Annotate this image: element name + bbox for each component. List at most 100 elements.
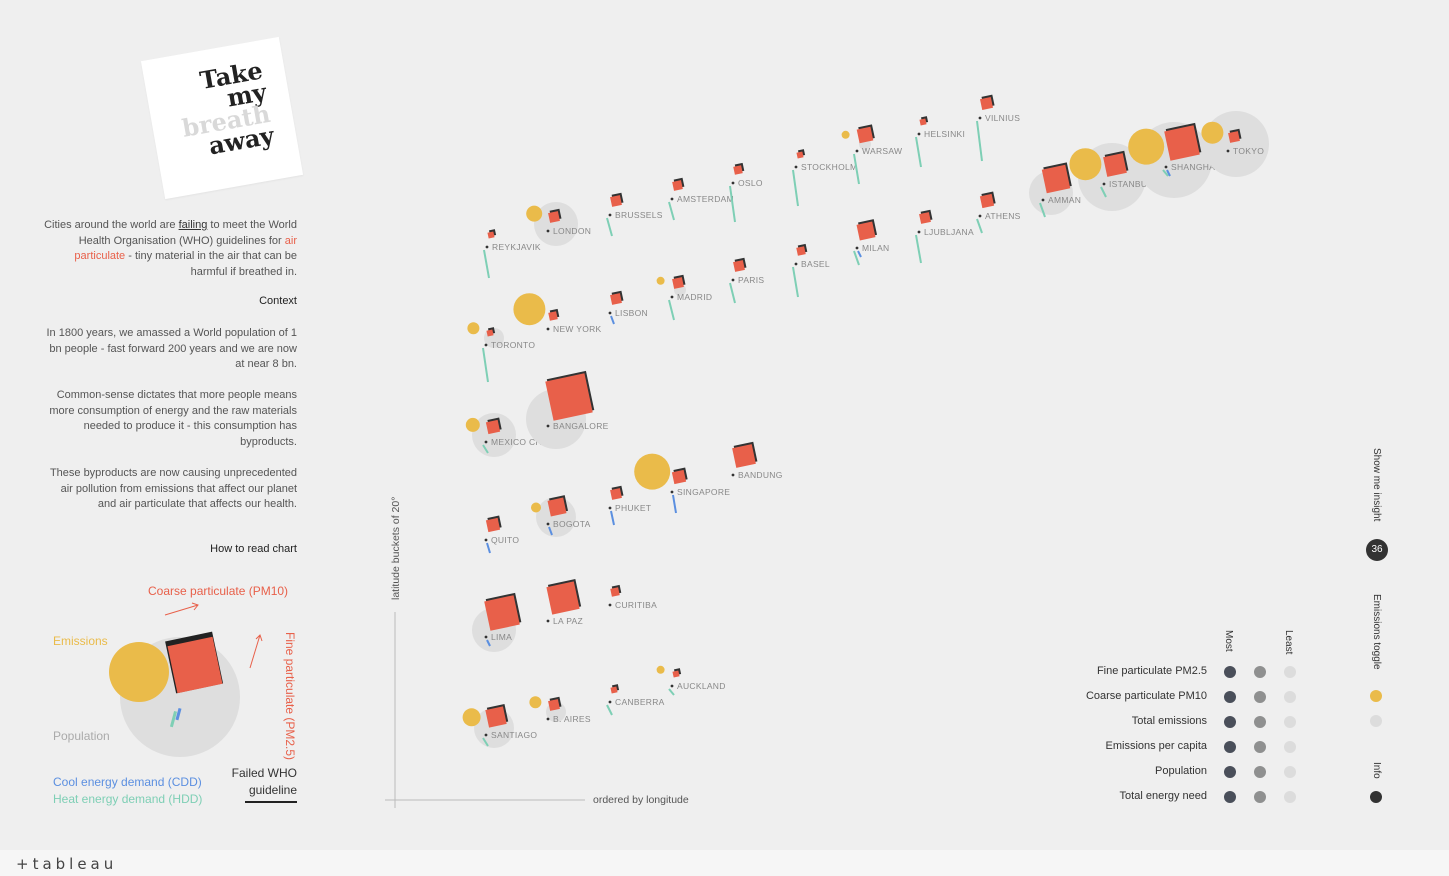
city-marker <box>917 132 921 136</box>
mid-dot[interactable] <box>1254 741 1266 753</box>
coarse-particulate-square <box>1103 153 1127 177</box>
least-dot[interactable] <box>1284 766 1296 778</box>
control-row-label: Emissions per capita <box>1105 740 1208 752</box>
emissions-circle <box>529 696 542 709</box>
intro-paragraph-3: Common-sense dictates that more people m… <box>49 389 297 448</box>
hdd-bar <box>482 444 489 454</box>
control-row-label: Population <box>1155 765 1207 777</box>
legend-population-label: Population <box>53 729 110 743</box>
coarse-particulate-square <box>485 517 501 533</box>
control-row-label: Total emissions <box>1131 715 1207 727</box>
most-dot[interactable] <box>1224 766 1236 778</box>
hdd-bar <box>668 201 675 221</box>
info-button[interactable] <box>1370 791 1382 803</box>
most-dot[interactable] <box>1224 666 1236 678</box>
mid-dot[interactable] <box>1254 666 1266 678</box>
city-marker <box>608 506 612 510</box>
hdd-bar <box>915 234 922 264</box>
cdd-bar <box>610 315 615 325</box>
least-dot[interactable] <box>1284 666 1296 678</box>
city-label: B. AIRES <box>553 714 591 724</box>
city-marker <box>484 538 488 542</box>
city-label: WARSAW <box>862 146 902 156</box>
hdd-bar <box>729 282 736 304</box>
hdd-bar <box>482 347 489 383</box>
how-to-read-heading: How to read chart <box>210 543 297 555</box>
coarse-particulate-square <box>610 488 622 500</box>
legend-fine-label: Fine particulate (PM2.5) <box>283 632 297 761</box>
city-marker <box>608 213 612 217</box>
insight-count-badge[interactable]: 36 <box>1366 539 1388 561</box>
hdd-bar <box>668 688 675 696</box>
city-label: BANDUNG <box>738 470 783 480</box>
emissions-toggle-on[interactable] <box>1370 690 1382 702</box>
hdd-bar <box>483 249 490 279</box>
city-marker <box>731 181 735 185</box>
most-dot[interactable] <box>1224 791 1236 803</box>
city-marker <box>670 295 674 299</box>
mid-dot[interactable] <box>1254 766 1266 778</box>
city-label: MEXICO CITY <box>491 437 550 447</box>
cdd-bar <box>548 526 553 536</box>
hdd-bar <box>1039 202 1046 218</box>
city-label: AUCKLAND <box>677 681 726 691</box>
coarse-particulate-square <box>979 96 994 111</box>
tableau-logo[interactable]: +tableau <box>16 855 118 873</box>
city-label: SANTIAGO <box>491 730 537 740</box>
hdd-bar <box>606 217 613 237</box>
emissions-circle <box>1201 121 1224 144</box>
least-dot[interactable] <box>1284 716 1296 728</box>
cdd-bar <box>672 494 677 514</box>
most-dot[interactable] <box>1224 716 1236 728</box>
emissions-circle <box>467 322 480 335</box>
control-row-label: Coarse particulate PM10 <box>1085 690 1207 702</box>
city-label: ATHENS <box>985 211 1021 221</box>
hdd-bar <box>853 153 860 185</box>
city-label: PHUKET <box>615 503 651 513</box>
city-label: BRUSSELS <box>615 210 663 220</box>
most-label: Most <box>1223 630 1234 652</box>
hdd-bar <box>668 299 675 321</box>
hdd-bar <box>915 136 922 168</box>
population-circle <box>534 202 578 246</box>
city-label: TOKYO <box>1233 146 1264 156</box>
y-axis-label: latitude buckets of 20° <box>390 496 402 600</box>
city-label: ISTANBUL <box>1109 179 1152 189</box>
city-marker <box>546 229 550 233</box>
footer-bar <box>0 850 1449 876</box>
coarse-particulate-square <box>610 587 620 597</box>
city-label: BASEL <box>801 259 830 269</box>
most-dot[interactable] <box>1224 691 1236 703</box>
coarse-particulate-square <box>1228 131 1240 143</box>
city-marker <box>731 473 735 477</box>
failing-link[interactable]: failing <box>178 219 208 231</box>
mid-dot[interactable] <box>1254 691 1266 703</box>
coarse-particulate-square <box>796 246 806 256</box>
cdd-bar <box>1166 169 1171 177</box>
least-dot[interactable] <box>1284 791 1296 803</box>
legend-coarse-label: Coarse particulate (PM10) <box>148 584 289 598</box>
hdd-bar <box>729 185 736 223</box>
city-marker <box>608 700 612 704</box>
city-label: LA PAZ <box>553 616 583 626</box>
least-dot[interactable] <box>1284 741 1296 753</box>
city-marker <box>978 214 982 218</box>
coarse-particulate-square <box>672 277 684 289</box>
most-dot[interactable] <box>1224 741 1236 753</box>
emissions-toggle-label: Emissions toggle <box>1371 594 1382 670</box>
info-label: Info <box>1371 762 1382 779</box>
least-dot[interactable] <box>1284 691 1296 703</box>
city-marker <box>1102 182 1106 186</box>
emissions-circle <box>1069 148 1102 181</box>
coarse-particulate-square <box>671 469 687 485</box>
city-label: MILAN <box>862 243 889 253</box>
emissions-toggle-off[interactable] <box>1370 715 1382 727</box>
city-marker <box>608 603 612 607</box>
coarse-particulate-square <box>485 706 507 728</box>
city-marker <box>484 343 488 347</box>
mid-dot[interactable] <box>1254 716 1266 728</box>
hdd-bar <box>482 737 489 747</box>
least-label: Least <box>1283 630 1294 655</box>
mid-dot[interactable] <box>1254 791 1266 803</box>
